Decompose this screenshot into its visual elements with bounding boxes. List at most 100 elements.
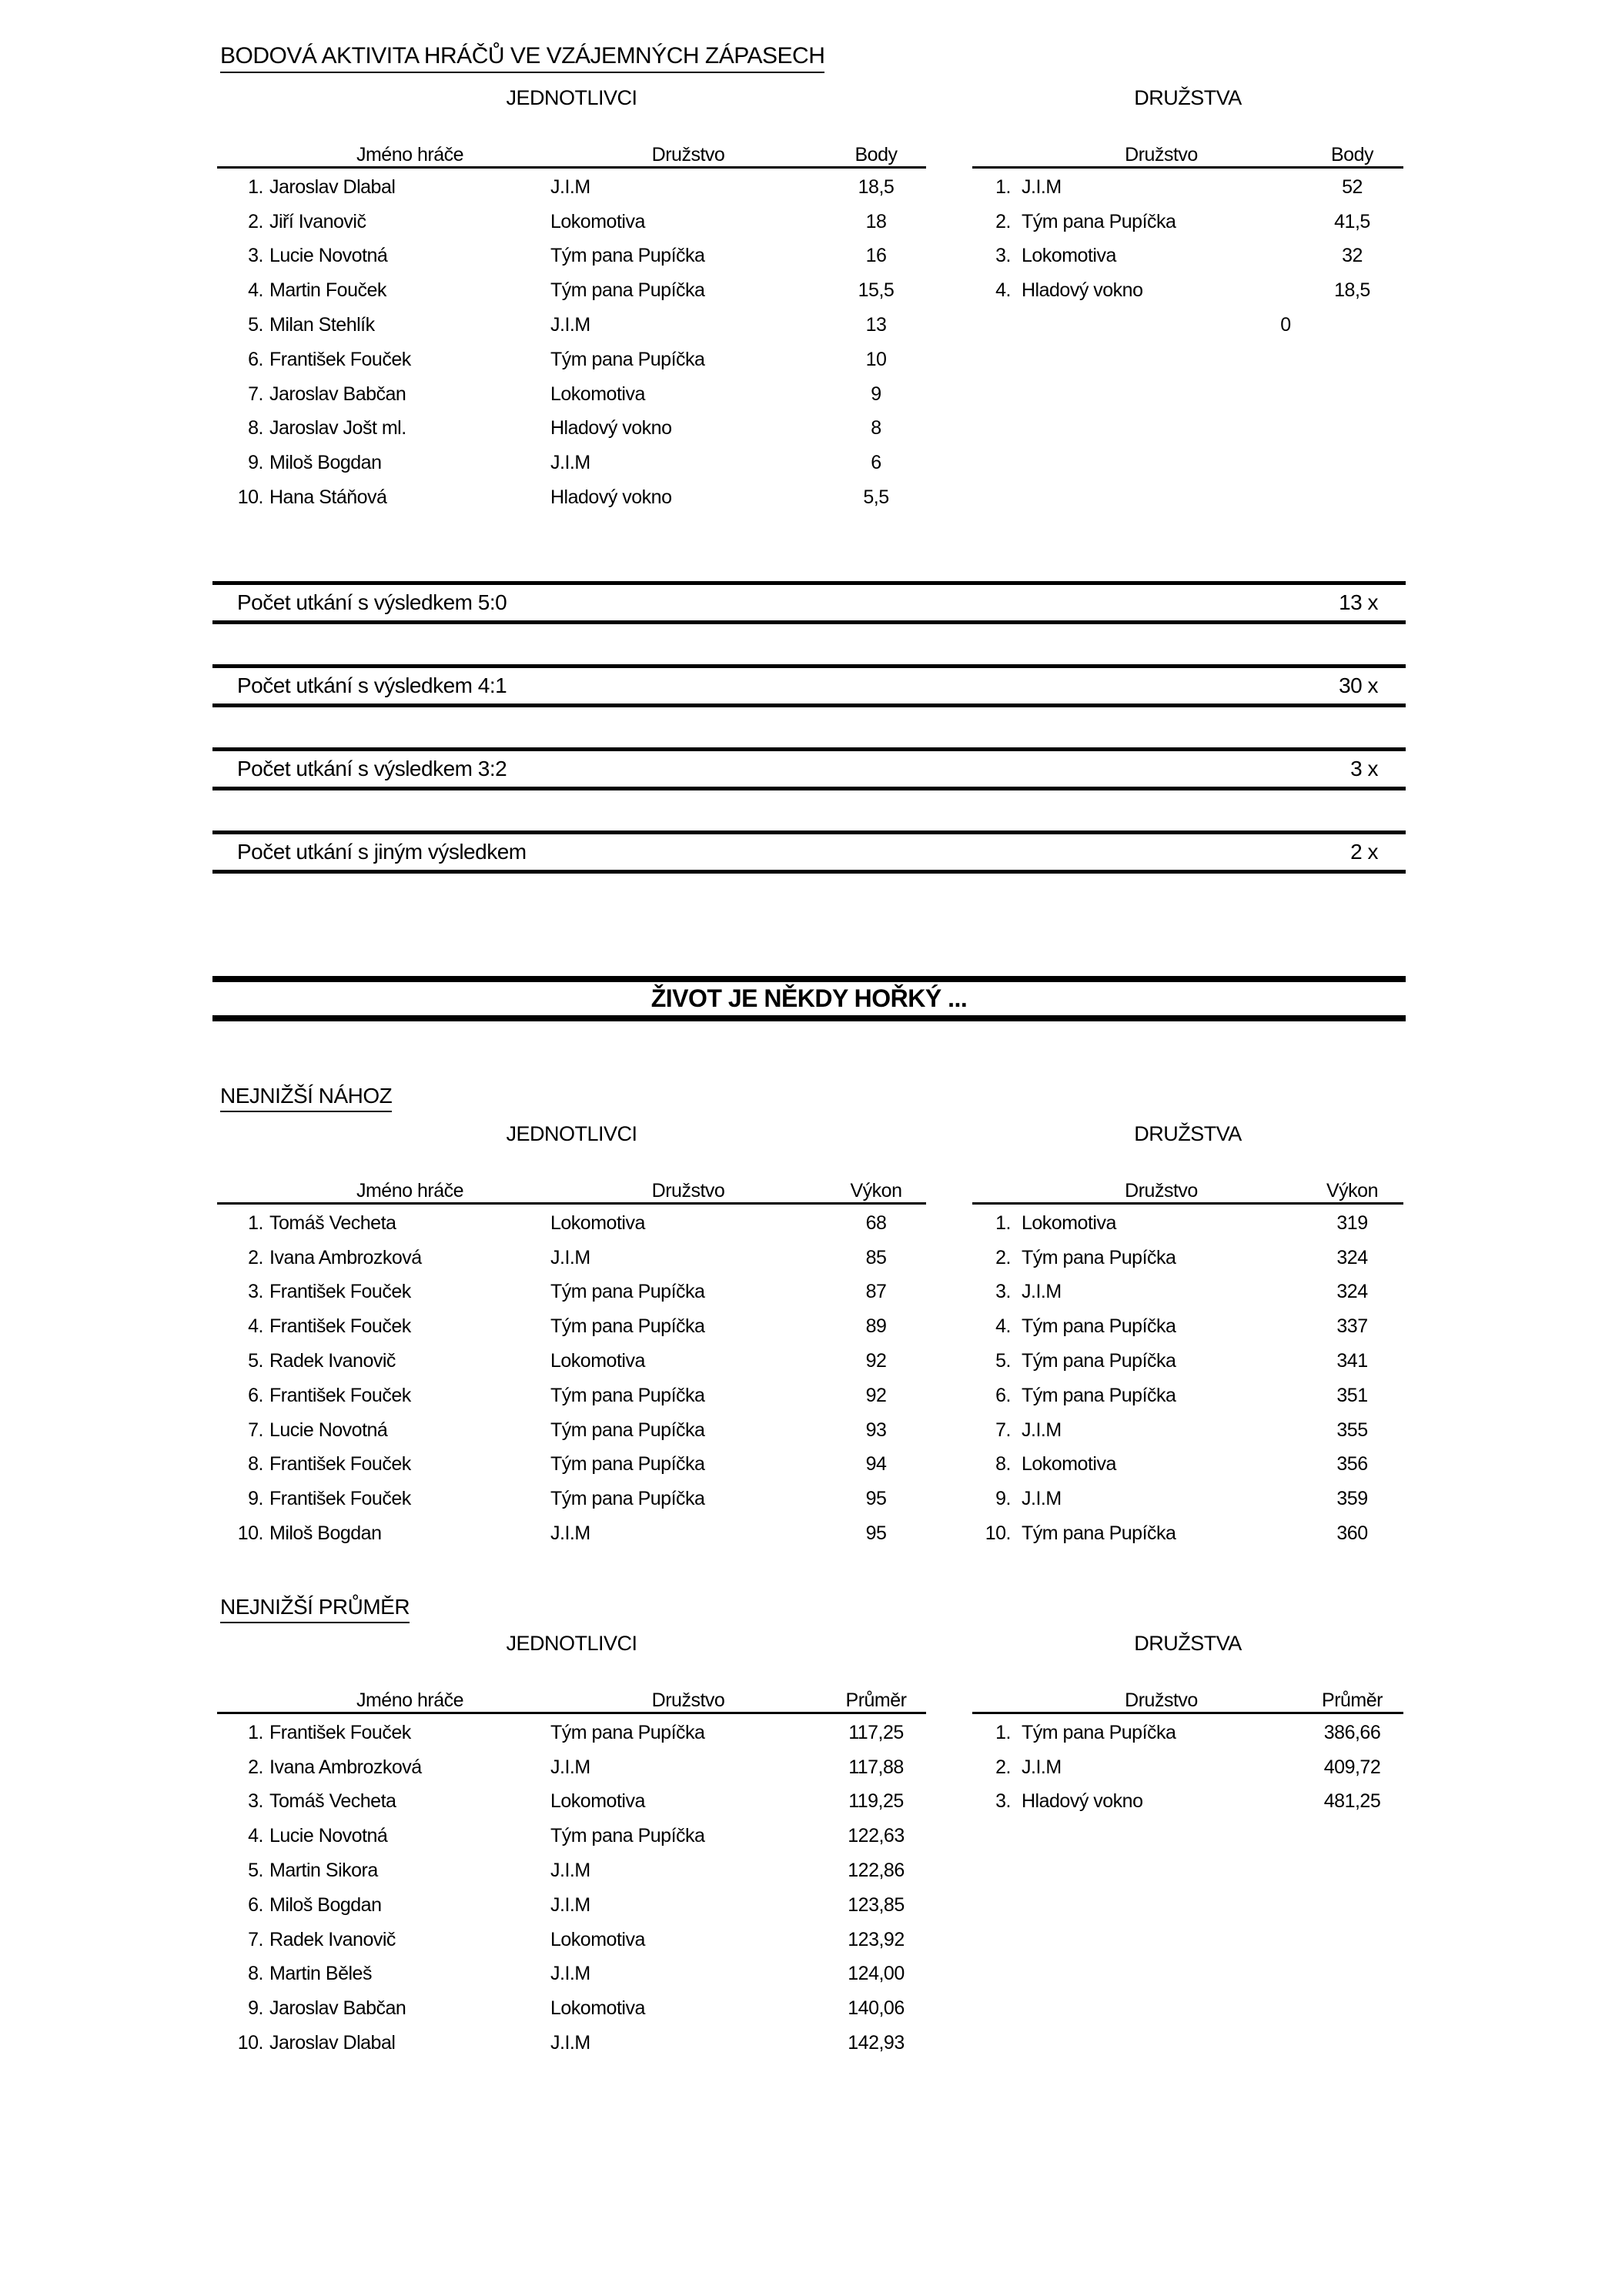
teams-heading: DRUŽSTVA [1134,86,1242,109]
column-header-performance: Výkon [1326,1180,1378,1201]
table-row: 1. František Fouček Tým pana Pupíčka 117… [217,1716,926,1750]
column-header-player: Jméno hráče [356,144,464,165]
value-cell: 142,93 [848,2032,905,2054]
value-cell: 94 [865,1453,887,1476]
table-row: 3. J.I.M 324 [972,1275,1403,1310]
rank-cell: 1. [995,1721,1011,1743]
table-row: 4. Martin Fouček Tým pana Pupíčka 15,5 [217,273,926,308]
player-name-cell: Jiří Ivanovič [269,210,366,232]
value-cell: 92 [865,1384,887,1406]
teams-heading: DRUŽSTVA [1134,1632,1242,1655]
column-header-team: Družstvo [651,1689,725,1711]
team-name-cell: Tým pana Pupíčka [550,1453,705,1476]
table-row: 2. Tým pana Pupíčka 41,5 [972,205,1403,239]
individuals-heading: JEDNOTLIVCI [506,1632,637,1655]
team-name-cell: J.I.M [1022,1281,1062,1303]
player-name-cell: Hana Stáňová [269,486,387,509]
value-cell: 122,86 [848,1860,905,1882]
value-cell: 92 [865,1350,887,1372]
rank-cell: 8. [248,417,263,439]
table-row: 7. Radek Ivanovič Lokomotiva 123,92 [217,1923,926,1957]
player-name-cell: Tomáš Vecheta [269,1790,396,1813]
table-row: 6. František Fouček Tým pana Pupíčka 10 [217,343,926,377]
team-name-cell: Lokomotiva [550,1790,645,1813]
table-body: 1. Tým pana Pupíčka 386,66 2. J.I.M 409,… [972,1716,1403,1819]
rank-cell: 5. [248,314,263,336]
team-name-cell: J.I.M [1022,1756,1062,1778]
player-name-cell: Miloš Bogdan [269,1893,382,1916]
table-header-row: Jméno hráče Družstvo Výkon [217,1170,926,1202]
individuals-heading: JEDNOTLIVCI [506,1122,637,1145]
team-name-cell: Tým pana Pupíčka [550,1384,705,1406]
lowest-game-individuals-table: JEDNOTLIVCI Jméno hráče Družstvo Výkon 1… [217,1122,926,1551]
rank-cell: 9. [248,1997,263,2020]
table-row: 5. Milan Stehlík J.I.M 13 [217,308,926,343]
rank-cell: 8. [248,1453,263,1476]
value-cell: 6 [871,452,881,474]
rank-cell: 1. [995,1211,1011,1234]
value-cell: 124,00 [848,1963,905,1985]
team-name-cell: Tým pana Pupíčka [550,1488,705,1510]
table-header-row: Družstvo Body [972,134,1403,166]
value-cell: 32 [1342,245,1363,267]
column-header-performance: Výkon [850,1180,902,1201]
table-body: 1. Tomáš Vecheta Lokomotiva 68 2. Ivana … [217,1206,926,1551]
player-name-cell: Martin Běleš [269,1963,372,1985]
team-name-cell: J.I.M [550,452,590,474]
team-name-cell: Tým pana Pupíčka [1022,1721,1176,1743]
value-cell: 117,25 [848,1721,904,1743]
rank-cell: 7. [248,1928,263,1950]
table-row: 5. Martin Sikora J.I.M 122,86 [217,1853,926,1888]
rank-cell: 3. [995,1281,1011,1303]
table-row: 5. Radek Ivanovič Lokomotiva 92 [217,1344,926,1379]
player-name-cell: Lucie Novotná [269,1825,388,1847]
rank-cell: 6. [995,1384,1011,1406]
value-cell: 15,5 [858,279,895,302]
points-individuals-table: JEDNOTLIVCI Jméno hráče Družstvo Body 1.… [217,86,926,515]
table-row: 3. Tomáš Vecheta Lokomotiva 119,25 [217,1785,926,1820]
column-header-average: Průměr [1322,1689,1383,1711]
team-name-cell: J.I.M [550,2032,590,2054]
team-name-cell: Tým pana Pupíčka [1022,1384,1176,1406]
team-name-cell: Hladový vokno [550,486,672,509]
rank-cell: 2. [248,210,263,232]
team-name-cell: Lokomotiva [550,383,645,405]
lowest-average-heading: NEJNIŽŠÍ PRŮMĚR [220,1595,410,1623]
value-cell: 18,5 [858,175,895,198]
rank-cell: 4. [995,279,1011,302]
player-name-cell: Martin Fouček [269,279,386,302]
rank-cell: 6. [248,348,263,370]
rank-cell: 9. [248,1488,263,1510]
table-row: 8. Lokomotiva 356 [972,1448,1403,1482]
player-name-cell: František Fouček [269,1488,411,1510]
rank-cell: 1. [995,175,1011,198]
table-header-row: Jméno hráče Družstvo Body [217,134,926,166]
table-row: 8. František Fouček Tým pana Pupíčka 94 [217,1448,926,1482]
match-count-label: Počet utkání s výsledkem 4:1 [237,673,507,697]
table-row: 1. Jaroslav Dlabal J.I.M 18,5 [217,170,926,205]
rank-cell: 9. [248,452,263,474]
table-row: 7. Jaroslav Babčan Lokomotiva 9 [217,377,926,412]
value-cell: 95 [865,1488,887,1510]
rank-cell: 5. [248,1350,263,1372]
match-count-row: Počet utkání s výsledkem 3:2 3 x [212,747,1406,790]
rank-cell: 3. [995,245,1011,267]
team-name-cell: Lokomotiva [550,1211,645,1234]
header-rule [972,166,1403,169]
value-cell: 360 [1336,1522,1368,1545]
value-cell: 52 [1342,175,1363,198]
table-row: 4. František Fouček Tým pana Pupíčka 89 [217,1309,926,1344]
team-name-cell: Tým pana Pupíčka [550,1315,705,1338]
value-cell: 117,88 [848,1756,904,1778]
player-name-cell: Jaroslav Jošt ml. [269,417,406,439]
rank-cell: 3. [248,1790,263,1813]
table-row: 10. Miloš Bogdan J.I.M 95 [217,1516,926,1551]
player-name-cell: Milan Stehlík [269,314,375,336]
column-header-team: Družstvo [1125,144,1198,165]
table-row: 3. Lokomotiva 32 [972,239,1403,274]
player-name-cell: Jaroslav Dlabal [269,175,396,198]
table-row: 6. Miloš Bogdan J.I.M 123,85 [217,1888,926,1923]
column-header-player: Jméno hráče [356,1180,464,1201]
table-row: 9. J.I.M 359 [972,1482,1403,1516]
